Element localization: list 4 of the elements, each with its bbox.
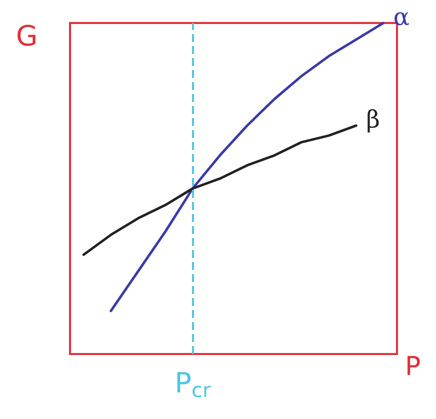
- x-axis-title: P: [405, 352, 421, 382]
- y-axis-title: G: [16, 20, 38, 52]
- series-label: β: [366, 106, 380, 134]
- series-label: α: [393, 3, 410, 31]
